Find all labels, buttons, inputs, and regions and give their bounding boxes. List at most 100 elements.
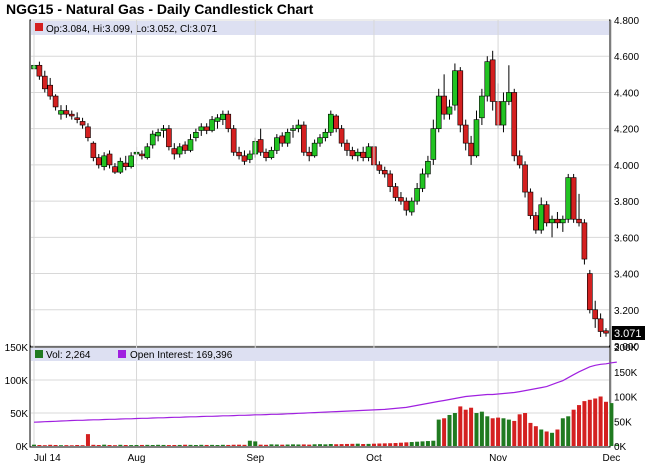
candle-body [187, 139, 194, 151]
candle-body [128, 155, 134, 167]
candle [592, 300, 599, 328]
x-tick-label: Jul 14 [34, 453, 61, 464]
volume-bar [339, 444, 344, 446]
candle-body [435, 95, 442, 129]
volume-bar [587, 399, 592, 446]
candle-body [398, 197, 404, 202]
candle-body [117, 160, 124, 173]
x-tick-label: Dec [602, 453, 620, 464]
candle [79, 117, 86, 129]
candle [425, 155, 431, 178]
candle [74, 112, 80, 124]
candle-body [90, 142, 97, 158]
candle-body [284, 131, 291, 144]
candle-body [274, 137, 280, 151]
volume-bar [134, 445, 139, 446]
candle [489, 50, 496, 111]
ohlc-legend-band [31, 21, 609, 35]
volume-bar [323, 444, 328, 446]
volume-bar [204, 444, 209, 446]
candle-body [155, 131, 161, 137]
volume-bar [301, 444, 306, 446]
candle [570, 173, 577, 223]
volume-bar [37, 445, 42, 446]
candle [506, 65, 512, 106]
candle-body [193, 131, 199, 139]
candle [139, 150, 145, 160]
candle [587, 269, 593, 314]
volume-bar [355, 443, 360, 446]
volume-bar [42, 445, 47, 446]
candle [344, 139, 350, 156]
volume-bar [431, 440, 436, 446]
candle-body [327, 113, 334, 133]
candle-body [301, 124, 307, 153]
candle [230, 125, 237, 156]
volume-bar [598, 396, 603, 446]
volume-tick-label: 0K [16, 442, 29, 453]
candle-body [279, 135, 286, 144]
volume-bar [296, 444, 301, 446]
candle [311, 139, 318, 158]
volume-bar [264, 444, 269, 446]
candle [36, 61, 43, 80]
candle-body [139, 153, 145, 157]
candle [101, 152, 107, 171]
candle [122, 155, 129, 171]
price-tick-label: 4.800 [614, 16, 639, 27]
candle-body [392, 186, 399, 198]
candle-body [144, 146, 151, 158]
candle [462, 119, 469, 151]
candle-body [295, 124, 302, 129]
candle-body [101, 155, 107, 167]
candle [112, 163, 118, 174]
volume-bar [582, 401, 587, 446]
candle [549, 215, 555, 238]
candle-body [506, 92, 512, 102]
candle [155, 128, 161, 142]
volume-bar [188, 444, 193, 446]
candle [279, 132, 286, 147]
candle [435, 88, 442, 133]
candle [149, 130, 156, 149]
volume-bar [226, 444, 231, 446]
volume-bar [436, 419, 441, 446]
candle [597, 313, 604, 337]
volume-bar [344, 443, 349, 446]
candle-body [209, 119, 215, 131]
chart-title: NGG15 - Natural Gas - Daily Candlestick … [6, 1, 314, 17]
candle [106, 150, 113, 169]
oi-legend: Open Interest: 169,396 [130, 350, 233, 361]
candle [257, 128, 264, 156]
candle-body [565, 177, 572, 220]
volume-bar [220, 444, 225, 446]
volume-bar [604, 401, 608, 446]
candle [171, 143, 178, 160]
candle-body [603, 330, 609, 334]
x-tick-label: Oct [366, 453, 382, 464]
volume-bar [474, 413, 479, 446]
candle [441, 74, 447, 120]
volume-bar [539, 429, 544, 446]
candle [85, 123, 91, 142]
candle-body [543, 204, 550, 224]
candle [187, 134, 194, 153]
volume-y-axis-left: 150K 100K 50K 0K [5, 343, 29, 453]
price-y-axis: 4.800 4.600 4.400 4.200 4.000 3.800 3.600 3.400… [614, 16, 639, 353]
candle-body [419, 173, 426, 189]
candle [301, 121, 307, 156]
candle [268, 146, 275, 160]
open-interest-tick-label: 100K [614, 393, 638, 404]
candle [381, 166, 388, 178]
candle [538, 197, 545, 234]
candle [214, 114, 221, 129]
candle [398, 192, 404, 205]
candle [160, 125, 167, 138]
volume-bar [69, 445, 74, 446]
candle [295, 119, 302, 133]
candle [236, 146, 242, 160]
candle [317, 134, 323, 147]
candle [554, 211, 561, 229]
candle [446, 99, 453, 120]
candle-body [47, 84, 53, 97]
